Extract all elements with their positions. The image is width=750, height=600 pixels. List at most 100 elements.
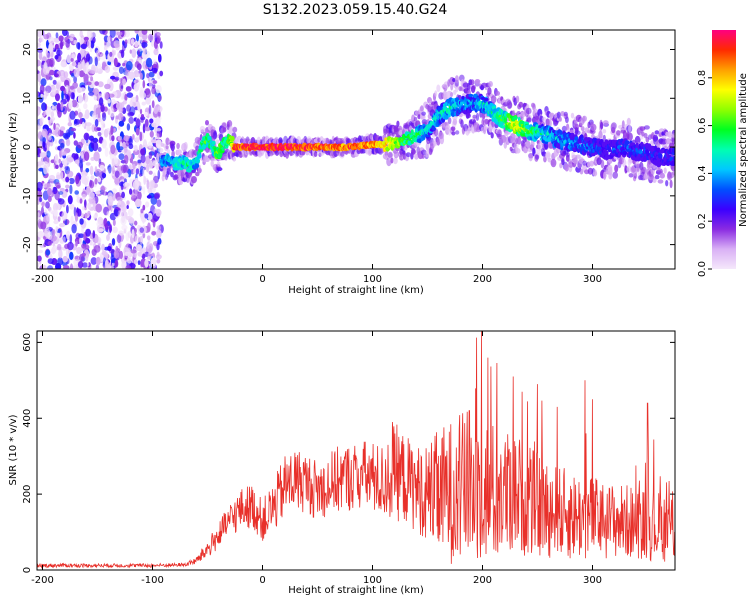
noise-speckle bbox=[50, 159, 55, 164]
x-tick-label: -200 bbox=[31, 575, 54, 586]
ridge-halo bbox=[191, 176, 197, 184]
noise-speckle bbox=[81, 193, 86, 200]
noise-speckle bbox=[84, 212, 88, 219]
noise-speckle bbox=[98, 97, 104, 106]
ridge-point bbox=[221, 146, 225, 151]
noise-speckle bbox=[118, 146, 124, 151]
noise-speckle bbox=[37, 146, 40, 156]
noise-speckle bbox=[40, 221, 47, 230]
noise-speckle bbox=[73, 68, 80, 78]
noise-speckle bbox=[136, 63, 142, 71]
noise-speckle bbox=[37, 124, 41, 130]
noise-speckle bbox=[156, 152, 160, 163]
noise-speckle bbox=[123, 145, 128, 154]
noise-speckle bbox=[143, 47, 147, 55]
noise-speckle bbox=[55, 32, 59, 39]
ridge-halo bbox=[602, 129, 607, 134]
noise-speckle bbox=[137, 190, 142, 201]
noise-speckle bbox=[80, 213, 85, 218]
ridge-halo bbox=[614, 164, 619, 173]
ridge-halo bbox=[628, 124, 632, 133]
noise-speckle bbox=[74, 212, 79, 222]
noise-speckle bbox=[104, 147, 109, 158]
noise-speckle bbox=[135, 127, 140, 136]
noise-speckle bbox=[44, 229, 51, 238]
noise-speckle bbox=[85, 228, 92, 237]
noise-speckle bbox=[69, 65, 74, 72]
noise-speckle bbox=[155, 208, 162, 217]
snr-x-ticks: -200 -100 0 100 200 300 bbox=[31, 331, 602, 586]
ridge-halo bbox=[199, 125, 205, 133]
noise-speckle bbox=[40, 93, 44, 98]
noise-speckle bbox=[112, 226, 118, 234]
ridge-halo bbox=[590, 123, 597, 131]
noise-speckle bbox=[45, 90, 49, 97]
colorbar-tick-label: 0.6 bbox=[697, 118, 708, 134]
ridge-halo bbox=[558, 116, 563, 122]
noise-speckle bbox=[99, 252, 103, 261]
ridge-halo bbox=[215, 139, 220, 145]
ridge-halo bbox=[600, 159, 605, 169]
noise-speckle bbox=[86, 185, 91, 193]
noise-speckle bbox=[117, 112, 124, 121]
ridge-halo bbox=[608, 166, 613, 176]
noise-speckle bbox=[135, 168, 140, 175]
noise-speckle bbox=[140, 114, 145, 118]
noise-speckle bbox=[89, 70, 96, 74]
noise-speckle bbox=[146, 179, 150, 190]
noise-speckle bbox=[53, 209, 58, 217]
noise-speckle bbox=[60, 150, 64, 156]
noise-speckle bbox=[74, 119, 81, 125]
noise-speckle bbox=[70, 215, 74, 225]
noise-speckle bbox=[156, 251, 160, 257]
noise-speckle bbox=[49, 118, 54, 124]
noise-speckle bbox=[110, 144, 116, 155]
noise-speckle bbox=[76, 246, 82, 255]
ridge-halo bbox=[176, 142, 180, 150]
noise-speckle bbox=[46, 150, 51, 158]
y-tick-label: 400 bbox=[22, 409, 33, 428]
noise-speckle bbox=[62, 132, 68, 139]
noise-speckle bbox=[134, 235, 141, 244]
y-tick-label: 200 bbox=[22, 485, 33, 504]
noise-speckle bbox=[107, 98, 111, 104]
noise-speckle bbox=[72, 40, 78, 45]
noise-speckle bbox=[90, 76, 94, 82]
noise-speckle bbox=[76, 42, 81, 50]
ridge-halo bbox=[579, 168, 584, 175]
noise-speckle bbox=[61, 211, 68, 221]
noise-speckle bbox=[37, 70, 40, 74]
noise-speckle bbox=[79, 237, 82, 245]
noise-speckle bbox=[116, 196, 123, 202]
ridge-halo bbox=[216, 161, 221, 166]
noise-speckle bbox=[84, 109, 90, 119]
noise-speckle bbox=[141, 101, 147, 106]
noise-speckle bbox=[145, 57, 153, 68]
noise-speckle bbox=[37, 30, 43, 38]
ridge-halo bbox=[654, 130, 660, 135]
noise-speckle bbox=[146, 194, 152, 199]
noise-speckle bbox=[124, 39, 128, 45]
colorbar: 0.00.20.40.60.8 Normalized spectral ampl… bbox=[697, 30, 749, 277]
ridge-halo bbox=[411, 148, 416, 155]
noise-speckle bbox=[90, 175, 95, 180]
ridge-halo bbox=[526, 117, 532, 123]
noise-speckle bbox=[62, 158, 68, 166]
noise-speckle bbox=[120, 93, 125, 100]
ridge-halo bbox=[170, 143, 175, 152]
noise-speckle bbox=[83, 36, 89, 41]
noise-speckle bbox=[74, 159, 80, 165]
colorbar-ticks: 0.00.20.40.60.8 bbox=[697, 70, 712, 277]
ridge-halo bbox=[621, 120, 625, 129]
noise-speckle bbox=[121, 203, 127, 213]
noise-speckle bbox=[37, 181, 43, 192]
ridge-point bbox=[507, 128, 513, 133]
ridge-halo bbox=[474, 79, 481, 84]
noise-speckle bbox=[118, 153, 125, 161]
noise-speckle bbox=[137, 49, 140, 56]
ridge-halo bbox=[602, 134, 606, 142]
ridge-halo bbox=[229, 127, 233, 134]
noise-speckle bbox=[107, 93, 115, 98]
noise-speckle bbox=[156, 259, 161, 264]
